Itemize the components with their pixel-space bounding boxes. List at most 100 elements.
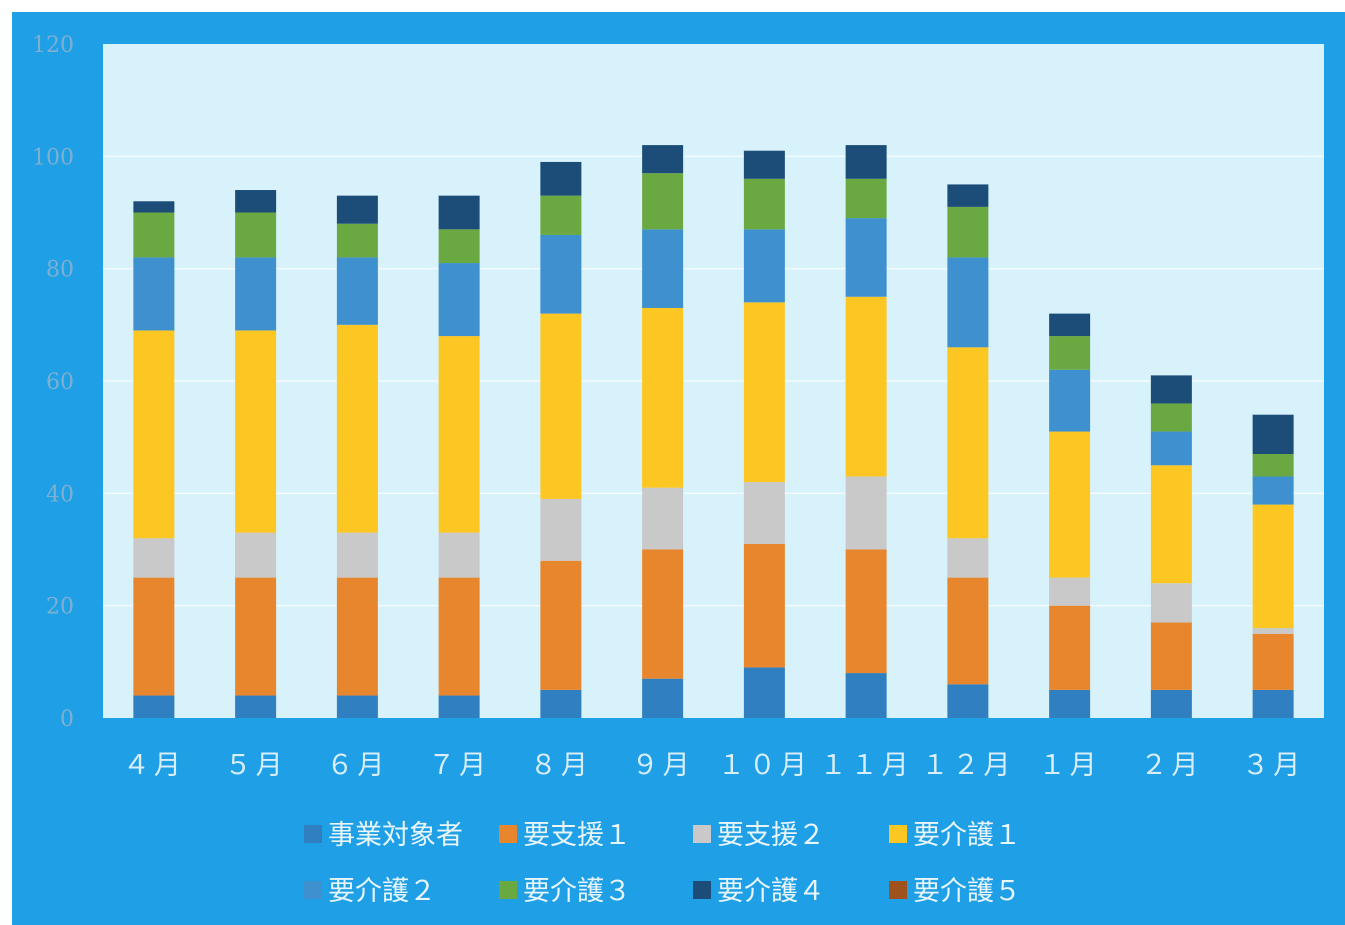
x-tick-label: １２月 [921, 750, 1014, 781]
bar-segment [845, 145, 887, 179]
legend-label: 要支援２ [717, 820, 825, 851]
bar-segment [235, 532, 277, 578]
bar-segment [947, 538, 989, 578]
bar-segment [642, 307, 684, 488]
bar-segment [1150, 375, 1192, 404]
legend-swatch [889, 825, 907, 843]
bar-segment [1252, 476, 1294, 505]
bar-segment [1150, 403, 1192, 432]
x-tick-label: ２月 [1140, 750, 1202, 781]
bar-segment [947, 206, 989, 258]
y-tick-label: 80 [46, 258, 74, 283]
bar-segment [1150, 465, 1192, 584]
bar-segment [642, 229, 684, 308]
x-tick-label: １１月 [820, 750, 913, 781]
bar-segment [336, 195, 378, 224]
bar-segment [133, 257, 175, 331]
bar-segment [845, 296, 887, 477]
bar-segment [540, 313, 582, 499]
bar-segment [540, 498, 582, 561]
bar-segment [1049, 313, 1091, 337]
bar-segment [642, 173, 684, 230]
bar-segment [1150, 622, 1192, 690]
bar-segment [642, 487, 684, 550]
bar-segment [1252, 628, 1294, 634]
bar-segment [845, 673, 887, 718]
bar-segment [438, 532, 480, 578]
legend-label: 要介護２ [328, 876, 436, 907]
bar-segment [235, 695, 277, 718]
x-tick-label: ８月 [530, 750, 592, 781]
bar-segment [947, 347, 989, 539]
bar-segment [438, 229, 480, 264]
bar-segment [540, 560, 582, 690]
x-tick-label: １月 [1039, 750, 1101, 781]
x-tick-label: ５月 [225, 750, 287, 781]
legend-swatch [499, 881, 517, 899]
x-tick-label: ９月 [632, 750, 694, 781]
legend-label: 要介護５ [913, 876, 1021, 907]
bar-segment [1150, 689, 1192, 718]
bar-segment [743, 543, 785, 668]
bar-segment [642, 145, 684, 174]
bar-segment [743, 482, 785, 544]
x-tick-label: ４月 [123, 750, 185, 781]
bar-segment [1252, 689, 1294, 718]
bar-segment [336, 223, 378, 258]
bar-segment [133, 330, 175, 539]
bar-segment [1252, 504, 1294, 629]
bar-segment [235, 212, 277, 258]
bar-segment [133, 538, 175, 578]
legend-label: 要介護３ [523, 876, 631, 907]
bar-segment [845, 218, 887, 297]
bar-segment [540, 195, 582, 235]
bar-segment [947, 684, 989, 718]
bar-segment [1150, 431, 1192, 466]
legend-label: 要支援１ [523, 820, 631, 851]
bar-segment [845, 178, 887, 219]
bar-segment [1049, 369, 1091, 432]
bar-segment [540, 234, 582, 314]
legend-swatch [693, 881, 711, 899]
y-axis-ticks: 0 20 40 60 80 100 120 [32, 33, 74, 732]
bar-segment [947, 184, 989, 207]
y-tick-label: 40 [46, 482, 74, 507]
x-tick-label: ７月 [428, 750, 490, 781]
x-tick-label: １０月 [718, 750, 811, 781]
bar-segment [1252, 454, 1294, 477]
legend-swatch [304, 825, 322, 843]
bar-segment [336, 577, 378, 696]
bar-segment [438, 195, 480, 230]
legend-label: 要介護１ [913, 820, 1021, 851]
bar-segment [743, 667, 785, 718]
bar-segment [133, 577, 175, 696]
bar-segment [845, 476, 887, 550]
chart-frame: 0 20 40 60 80 100 120 ４月 ５月 ６月 ７月 ８月 ９月 １０月 １１月 １２月 １月 ２… [12, 12, 1345, 925]
legend-label: 要介護４ [717, 876, 825, 907]
bar-segment [133, 212, 175, 258]
bar-segment [947, 257, 989, 348]
bar-segment [336, 695, 378, 718]
x-tick-label: ３月 [1242, 750, 1304, 781]
bar-segment [133, 201, 175, 213]
bar-segment [947, 577, 989, 685]
bar-segment [1049, 431, 1091, 578]
bar-stacks [133, 145, 1294, 718]
bar-segment [743, 302, 785, 483]
bar-segment [438, 336, 480, 533]
bar-segment [642, 678, 684, 718]
bar-segment [743, 229, 785, 303]
bar-segment [1049, 689, 1091, 718]
legend-swatch [693, 825, 711, 843]
bar-segment [133, 695, 175, 718]
bar-segment [235, 190, 277, 213]
y-tick-label: 20 [46, 595, 74, 620]
bar-segment [336, 257, 378, 325]
bar-segment [336, 324, 378, 533]
bar-segment [1252, 414, 1294, 455]
bar-segment [235, 577, 277, 696]
bar-segment [1049, 605, 1091, 690]
y-tick-label: 120 [32, 33, 74, 58]
x-axis-ticks: ４月 ５月 ６月 ７月 ８月 ９月 １０月 １１月 １２月 １月 ２月 ３月 [123, 750, 1304, 781]
bar-segment [336, 532, 378, 578]
